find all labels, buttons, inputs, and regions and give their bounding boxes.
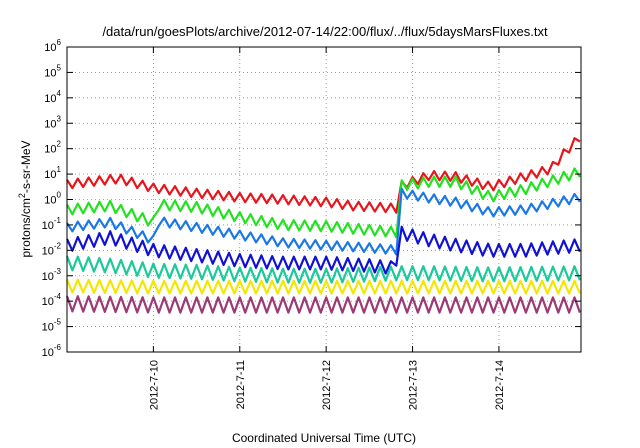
series-line-4: [65, 225, 581, 275]
x-tick-label: 2012-7-14: [494, 360, 506, 410]
y-tick-label: 10-6: [42, 343, 62, 359]
series-layer: [65, 137, 581, 314]
series-line-7: [65, 295, 581, 314]
x-axis-ticks: 2012-7-10 2012-7-11 2012-7-12 2012-7-13 2012…: [148, 47, 506, 410]
series-line-5: [65, 255, 581, 284]
y-axis-ticks: 106 105 104 103 102 101 100 10-1 10-2 10-3 10-4 10-…: [42, 38, 581, 359]
y-tick-label: 106: [44, 38, 61, 54]
y-tick-label: 100: [44, 191, 61, 207]
y-tick-label: 10-4: [42, 292, 62, 308]
y-tick-label: 10-3: [42, 267, 62, 283]
y-axis-label: protons/cm2-s-sr-MeV: [17, 140, 33, 257]
series-line-3: [66, 187, 581, 256]
y-tick-label: 10-1: [42, 216, 62, 232]
y-axis-label-prefix: protons/cm: [19, 198, 33, 257]
series-line-1: [66, 137, 581, 214]
x-tick-label: 2012-7-11: [235, 360, 247, 409]
y-tick-label: 105: [44, 63, 61, 79]
series-line-6: [65, 278, 581, 295]
x-axis-label: Coordinated Universal Time (UTC): [232, 431, 416, 445]
x-tick-label: 2012-7-10: [148, 360, 160, 410]
y-axis-label-superscript: 2: [17, 193, 27, 198]
y-tick-label: 102: [44, 140, 61, 156]
chart-title: /data/run/goesPlots/archive/2012-07-14/2…: [102, 24, 548, 39]
y-tick-label: 104: [44, 89, 61, 105]
y-tick-label: 101: [44, 165, 61, 181]
y-tick-label: 10-5: [42, 318, 62, 334]
y-tick-label: 103: [44, 114, 61, 130]
series-line-2: [66, 167, 581, 239]
x-tick-label: 2012-7-13: [408, 360, 420, 410]
x-tick-label: 2012-7-12: [321, 360, 333, 410]
y-axis-label-suffix: -s-sr-MeV: [19, 140, 33, 193]
y-tick-label: 10-2: [42, 241, 62, 257]
